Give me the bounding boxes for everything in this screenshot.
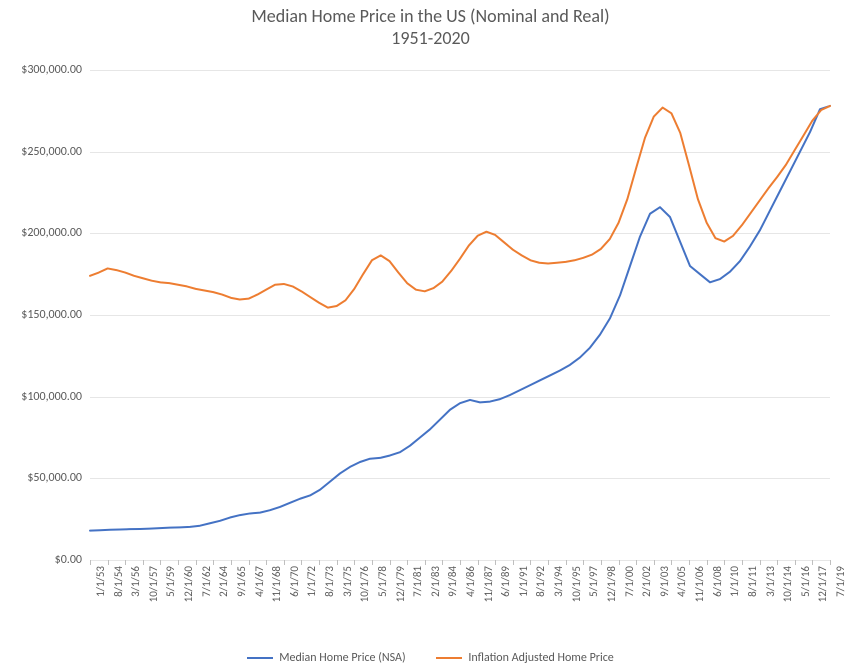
chart-lines — [90, 70, 830, 560]
legend: Median Home Price (NSA) Inflation Adjust… — [0, 649, 861, 665]
legend-label-real: Inflation Adjusted Home Price — [468, 651, 613, 665]
x-tick — [390, 560, 391, 565]
x-tick — [689, 560, 690, 565]
x-tick — [266, 560, 267, 565]
y-tick-label: $0.00 — [0, 553, 82, 567]
x-tick — [671, 560, 672, 565]
x-tick — [566, 560, 567, 565]
x-tick — [601, 560, 602, 565]
x-tick — [319, 560, 320, 565]
y-tick-label: $200,000.00 — [0, 226, 82, 240]
x-tick — [231, 560, 232, 565]
x-tick — [548, 560, 549, 565]
x-tick — [742, 560, 743, 565]
y-tick-label: $150,000.00 — [0, 308, 82, 322]
x-axis-labels: 1/1/538/1/543/1/5610/1/575/1/5912/1/607/… — [90, 560, 830, 630]
chart-title-line2: 1951-2020 — [391, 27, 470, 49]
chart-container: Median Home Price in the US (Nominal and… — [0, 0, 861, 667]
x-tick — [619, 560, 620, 565]
x-tick — [108, 560, 109, 565]
x-tick — [125, 560, 126, 565]
x-tick-label: 7/1/19 — [834, 566, 861, 597]
y-tick-label: $300,000.00 — [0, 63, 82, 77]
series-line-0 — [90, 106, 830, 531]
series-line-1 — [90, 106, 830, 308]
x-tick — [178, 560, 179, 565]
legend-item-nominal: Median Home Price (NSA) — [247, 651, 405, 665]
x-tick — [460, 560, 461, 565]
legend-swatch-nominal — [247, 657, 273, 659]
x-tick — [425, 560, 426, 565]
legend-label-nominal: Median Home Price (NSA) — [279, 651, 405, 665]
x-tick — [249, 560, 250, 565]
y-tick-label: $50,000.00 — [0, 471, 82, 485]
x-tick — [160, 560, 161, 565]
legend-item-real: Inflation Adjusted Home Price — [436, 651, 613, 665]
x-tick — [707, 560, 708, 565]
x-tick — [337, 560, 338, 565]
x-tick — [284, 560, 285, 565]
x-tick — [654, 560, 655, 565]
x-tick — [812, 560, 813, 565]
x-tick — [830, 560, 831, 565]
x-tick — [530, 560, 531, 565]
x-tick — [301, 560, 302, 565]
x-tick — [407, 560, 408, 565]
plot-area — [90, 70, 830, 561]
x-tick — [513, 560, 514, 565]
x-tick — [583, 560, 584, 565]
x-tick — [90, 560, 91, 565]
x-tick — [478, 560, 479, 565]
x-tick — [777, 560, 778, 565]
x-tick — [213, 560, 214, 565]
x-tick — [442, 560, 443, 565]
x-tick — [795, 560, 796, 565]
x-tick — [372, 560, 373, 565]
legend-swatch-real — [436, 657, 462, 659]
y-axis-labels: $0.00$50,000.00$100,000.00$150,000.00$20… — [0, 70, 86, 560]
chart-title-line1: Median Home Price in the US (Nominal and… — [251, 5, 609, 27]
y-tick-label: $250,000.00 — [0, 145, 82, 159]
x-tick — [354, 560, 355, 565]
x-tick — [143, 560, 144, 565]
chart-title: Median Home Price in the US (Nominal and… — [0, 5, 861, 49]
y-tick-label: $100,000.00 — [0, 390, 82, 404]
x-tick — [636, 560, 637, 565]
x-tick — [724, 560, 725, 565]
x-tick — [196, 560, 197, 565]
x-tick — [495, 560, 496, 565]
x-tick — [760, 560, 761, 565]
